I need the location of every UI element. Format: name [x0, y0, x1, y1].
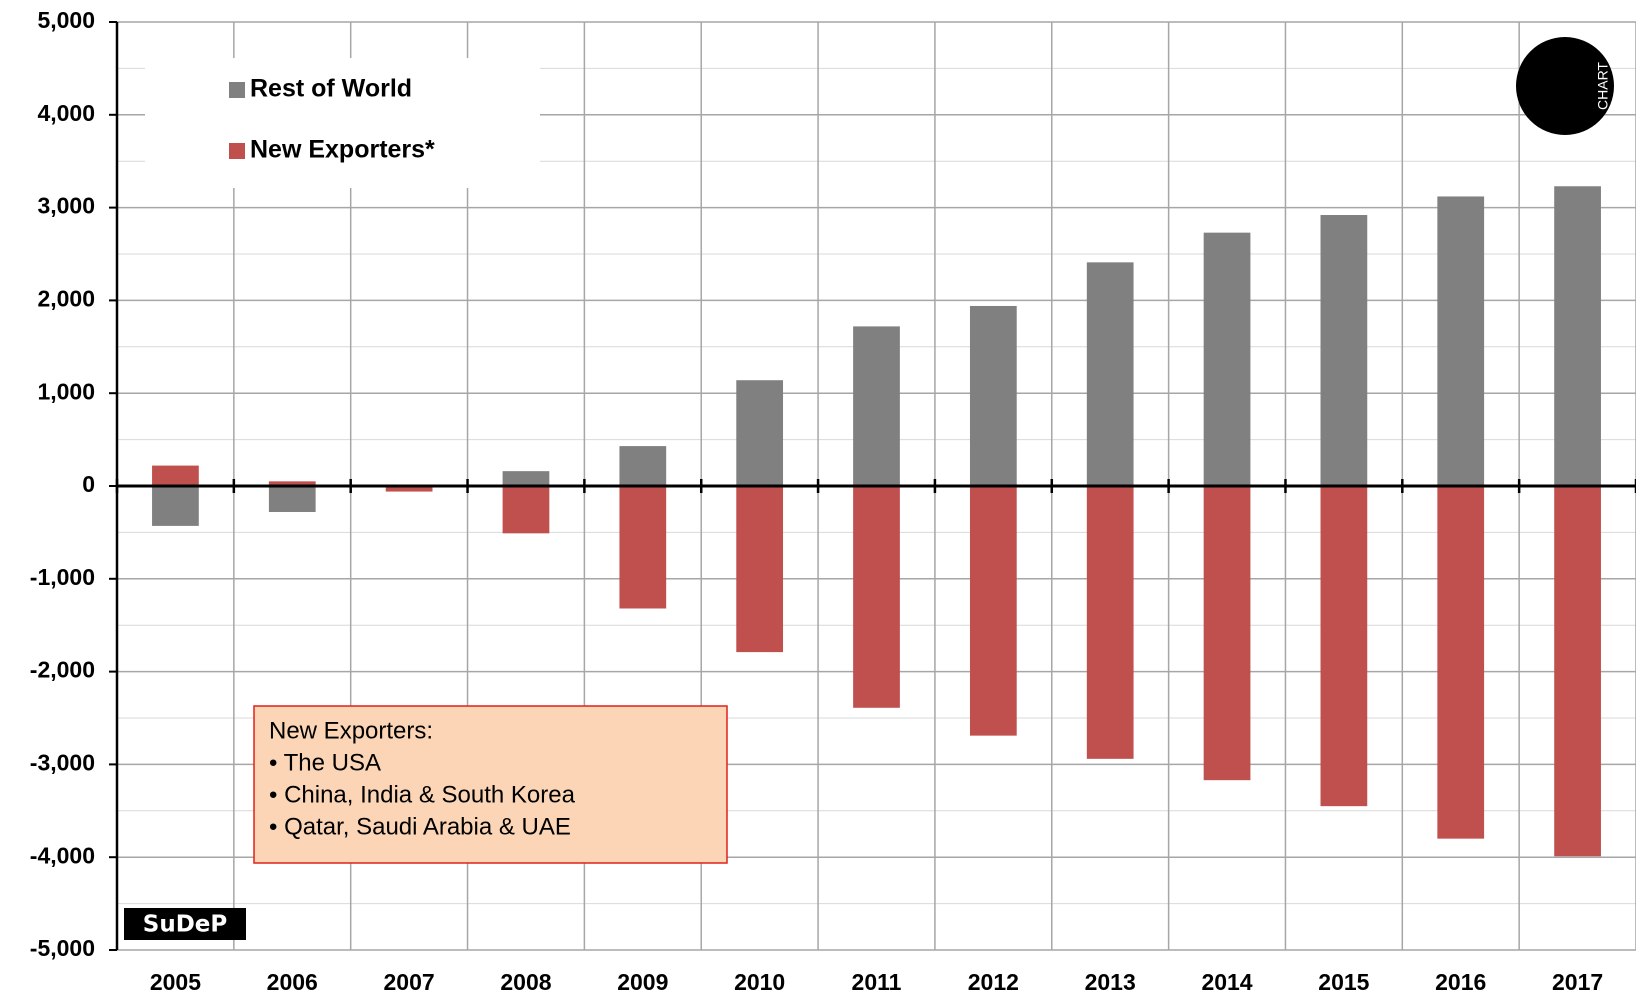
y-tick-label: 5,000 [37, 7, 95, 33]
x-tick-label: 2014 [1201, 969, 1252, 995]
bar [1437, 196, 1485, 487]
bar [1320, 486, 1368, 807]
y-tick-label: -2,000 [30, 657, 95, 683]
x-tick-label: 2010 [734, 969, 785, 995]
annotation-box [253, 705, 728, 864]
bar [1554, 186, 1601, 487]
bar [152, 486, 199, 526]
legend-swatch [229, 82, 245, 98]
annotation-line: New Exporters: [269, 717, 433, 744]
y-tick-label: -4,000 [30, 842, 95, 868]
bar [385, 486, 433, 492]
y-tick-label: 0 [82, 471, 95, 497]
bar [268, 481, 316, 486]
bar [1086, 262, 1134, 486]
bar [619, 446, 667, 486]
y-tick-label: 2,000 [37, 285, 95, 311]
y-tick-label: 4,000 [37, 100, 95, 126]
x-tick-label: 2008 [500, 969, 551, 995]
bar [502, 471, 550, 486]
bar [969, 305, 1017, 486]
legend-label: New Exporters* [250, 136, 435, 164]
logo-box [124, 908, 246, 940]
legend-box [145, 58, 540, 188]
x-tick-label: 2013 [1085, 969, 1136, 995]
x-tick-label: 2006 [267, 969, 318, 995]
logo-text: CHART [1595, 62, 1611, 110]
legend-swatch [229, 143, 245, 159]
x-tick-label: 2012 [968, 969, 1019, 995]
bar [1086, 486, 1134, 759]
annotation-line: • China, India & South Korea [269, 781, 576, 808]
bar [853, 486, 900, 708]
bar [1320, 215, 1368, 487]
bar [736, 380, 784, 486]
y-tick-label: 1,000 [37, 378, 95, 404]
bar [502, 486, 550, 534]
y-tick-label: -1,000 [30, 564, 95, 590]
y-tick-label: 3,000 [37, 193, 95, 219]
bar [969, 486, 1017, 736]
logo-circle [1516, 37, 1614, 135]
x-tick-label: 2007 [384, 969, 435, 995]
x-tick-label: 2015 [1318, 969, 1369, 995]
x-tick-label: 2016 [1435, 969, 1486, 995]
bar [152, 465, 199, 486]
logo-text: SuDeP [143, 912, 228, 938]
bar [1203, 232, 1251, 486]
y-tick-label: -5,000 [30, 935, 95, 961]
x-tick-label: 2005 [150, 969, 201, 995]
bar [853, 326, 900, 486]
y-tick-label: -3,000 [30, 749, 95, 775]
bar [1554, 486, 1601, 857]
x-tick-label: 2009 [617, 969, 668, 995]
annotation-line: • Qatar, Saudi Arabia & UAE [269, 813, 571, 840]
bar [268, 486, 316, 512]
x-tick-label: 2011 [852, 969, 902, 995]
bar [1203, 486, 1251, 781]
annotation-line: • The USA [269, 749, 381, 776]
x-tick-label: 2017 [1552, 969, 1603, 995]
legend-label: Rest of World [250, 75, 412, 103]
bar [619, 486, 667, 609]
bar [1437, 486, 1485, 839]
bar [736, 486, 784, 653]
